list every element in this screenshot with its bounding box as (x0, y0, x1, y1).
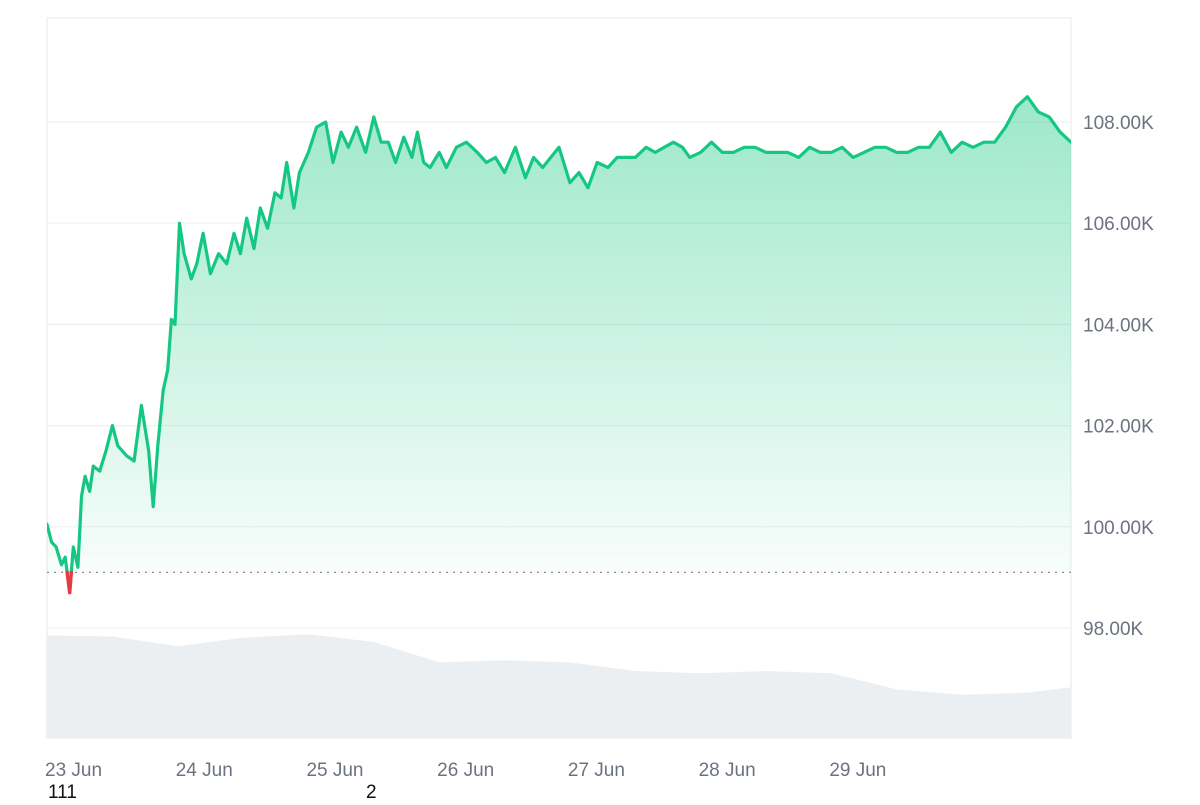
x-tick-label: 24 Jun (176, 760, 233, 781)
x-axis-ticks: 23 Jun 24 Jun 25 Jun 26 Jun 27 Jun 28 Jun 29 J… (45, 760, 886, 781)
x-tick-label: 25 Jun (306, 760, 363, 781)
volume-shape (47, 634, 1071, 738)
volume-area (47, 634, 1071, 738)
y-axis-ticks: 98.00K 100.00K 102.00K 104.00K 106.00K 108.00… (1083, 113, 1154, 640)
y-tick-label: 98.00K (1083, 619, 1144, 640)
price-line (47, 95, 1071, 595)
y-tick-label: 106.00K (1083, 214, 1154, 235)
footnote-left: 111 (48, 782, 77, 803)
x-tick-label: 29 Jun (829, 760, 886, 781)
x-tick-label: 27 Jun (568, 760, 625, 781)
y-tick-label: 104.00K (1083, 315, 1154, 336)
footnote-mid: 2 (366, 782, 377, 803)
price-line-path (47, 95, 1071, 595)
y-tick-label: 100.00K (1083, 518, 1154, 539)
area-shape (47, 96, 1071, 573)
x-tick-label: 28 Jun (699, 760, 756, 781)
price-area-fill (47, 96, 1071, 573)
y-tick-label: 108.00K (1083, 113, 1154, 134)
y-tick-label: 102.00K (1083, 417, 1154, 438)
price-line-below-segment (68, 570, 73, 595)
x-tick-label: 23 Jun (45, 760, 102, 781)
x-tick-label: 26 Jun (437, 760, 494, 781)
